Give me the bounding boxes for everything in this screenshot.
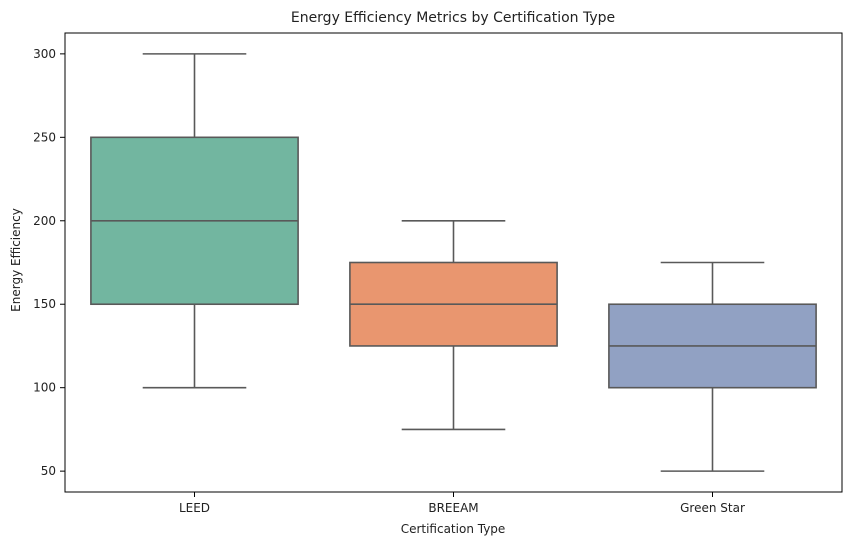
y-tick-label: 250 <box>33 130 56 144</box>
chart-title: Energy Efficiency Metrics by Certificati… <box>291 10 615 26</box>
y-tick-label: 200 <box>33 214 56 228</box>
x-tick-label: LEED <box>179 501 210 515</box>
y-axis-label: Energy Efficiency <box>9 208 23 312</box>
plot-area: 50 100 150 200 250 300 LEED BREEAM Green Star <box>33 32 843 515</box>
x-tick-label: BREEAM <box>428 501 478 515</box>
y-tick-label: 150 <box>33 297 56 311</box>
x-axis-label: Certification Type <box>401 522 506 536</box>
x-tick-label: Green Star <box>680 501 745 515</box>
y-tick-label: 100 <box>33 381 56 395</box>
y-tick-label: 300 <box>33 47 56 61</box>
y-tick-label: 50 <box>41 464 56 478</box>
